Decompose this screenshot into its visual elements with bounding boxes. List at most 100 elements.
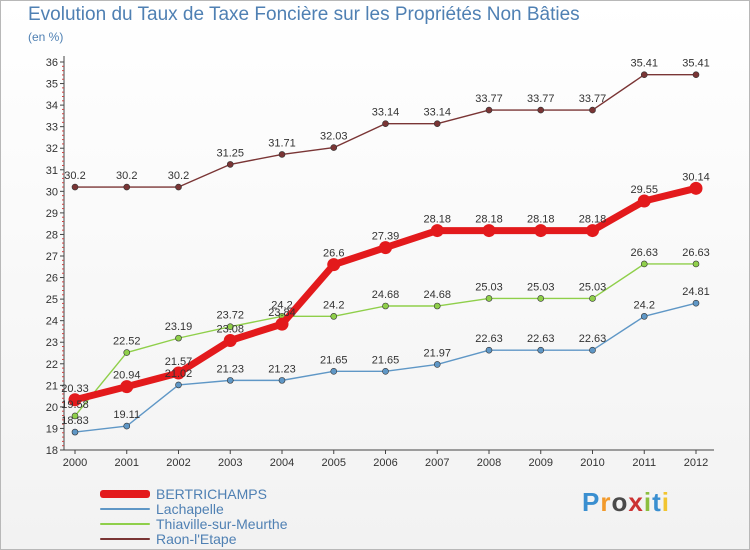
data-point — [692, 260, 700, 268]
data-point — [589, 295, 596, 302]
data-point — [71, 428, 79, 436]
y-tick-label: 18 — [46, 445, 58, 457]
logo-letter: P — [582, 487, 601, 517]
y-tick-label: 21 — [46, 380, 58, 392]
logo-letter: i — [643, 487, 653, 517]
data-label: 20.94 — [113, 370, 141, 382]
data-label: 19.11 — [113, 409, 140, 421]
data-label: 21.65 — [320, 354, 348, 366]
x-tick-label: 2000 — [63, 457, 87, 469]
data-label: 22.63 — [527, 333, 555, 345]
data-label: 24.2 — [323, 299, 344, 311]
data-label: 24.81 — [682, 286, 710, 298]
data-point — [534, 224, 548, 238]
data-label: 19.58 — [61, 399, 89, 411]
chart-series — [68, 71, 703, 436]
y-tick-label: 20 — [46, 402, 58, 414]
data-label: 22.52 — [113, 336, 141, 348]
y-tick-label: 27 — [46, 251, 58, 263]
y-tick-label: 33 — [46, 122, 58, 134]
data-label: 20.33 — [61, 383, 89, 395]
data-point — [537, 295, 545, 302]
data-label: 24.68 — [372, 289, 400, 301]
data-label: 21.23 — [216, 363, 244, 375]
data-label: 33.14 — [423, 107, 451, 119]
data-label: 28.18 — [423, 214, 451, 226]
legend-item: BERTRICHAMPS — [100, 486, 267, 502]
y-tick-label: 23 — [46, 337, 58, 349]
y-tick-label: 32 — [46, 143, 58, 155]
x-tick-label: 2005 — [322, 457, 346, 469]
data-label: 24.2 — [634, 299, 655, 311]
legend-swatch — [100, 538, 150, 540]
data-point — [537, 346, 545, 354]
data-point — [175, 183, 182, 191]
data-point — [330, 368, 338, 375]
data-point — [382, 120, 389, 127]
data-point — [175, 381, 182, 389]
legend-label: BERTRICHAMPS — [156, 486, 267, 502]
data-label: 30.2 — [168, 170, 189, 182]
legend-label: Lachapelle — [156, 501, 224, 517]
data-label: 23.19 — [165, 321, 193, 333]
data-point — [71, 412, 79, 420]
data-label: 30.2 — [116, 170, 137, 182]
x-tick-label: 2002 — [166, 457, 190, 469]
legend-swatch — [100, 490, 150, 498]
y-tick-label: 25 — [46, 294, 58, 306]
y-tick-label: 31 — [46, 165, 58, 177]
data-point — [330, 144, 338, 151]
data-point — [172, 366, 185, 380]
data-point — [640, 260, 648, 268]
x-tick-label: 2003 — [218, 457, 242, 469]
data-point — [433, 120, 441, 127]
data-label: 24.2 — [271, 299, 292, 311]
data-label: 28.18 — [527, 214, 555, 226]
x-tick-label: 2007 — [425, 457, 449, 469]
chart-data-labels: 30.2 30.2 30.2 31.25 31.71 32.03 33.14 33.14 33.… — [61, 58, 710, 427]
data-point — [226, 161, 234, 168]
data-label: 26.6 — [323, 248, 344, 260]
data-label: 28.18 — [475, 214, 503, 226]
proxiti-logo: Proxiti — [582, 487, 670, 518]
data-label: 27.39 — [372, 231, 400, 243]
y-tick-label: 30 — [46, 186, 58, 198]
data-point — [430, 224, 444, 238]
data-point — [123, 349, 131, 356]
data-label: 21.65 — [372, 354, 400, 366]
x-tick-label: 2004 — [270, 457, 294, 469]
data-label: 32.03 — [320, 131, 348, 143]
y-tick-label: 19 — [46, 423, 58, 435]
legend-item: Thiaville-sur-Meurthe — [100, 516, 287, 532]
logo-letter: t — [652, 487, 662, 517]
data-label: 29.55 — [630, 184, 658, 196]
data-point — [223, 333, 237, 347]
data-label: 30.2 — [64, 170, 85, 182]
data-label: 23.84 — [268, 307, 296, 319]
y-tick-label: 26 — [46, 273, 58, 285]
data-point — [278, 377, 286, 384]
data-point — [275, 317, 289, 331]
data-point — [637, 194, 651, 208]
legend-swatch — [100, 508, 150, 510]
data-point — [589, 106, 596, 114]
y-tick-label: 24 — [46, 316, 58, 328]
x-tick-label: 2011 — [632, 457, 656, 469]
x-tick-label: 2001 — [115, 457, 139, 469]
data-point — [175, 334, 182, 342]
data-label: 33.77 — [527, 93, 555, 105]
data-point — [692, 71, 700, 79]
data-point — [123, 183, 131, 191]
data-label: 21.57 — [165, 356, 193, 368]
data-label: 30.14 — [682, 171, 710, 183]
x-tick-label: 2009 — [529, 457, 553, 469]
x-tick-label: 2008 — [477, 457, 501, 469]
data-point — [640, 71, 648, 79]
data-point — [382, 368, 389, 375]
chart-title: Evolution du Taux de Taxe Foncière sur l… — [28, 4, 580, 25]
data-point — [71, 183, 79, 191]
data-label: 22.63 — [475, 333, 503, 345]
y-tick-label: 35 — [46, 79, 58, 91]
logo-letter: x — [628, 487, 644, 517]
